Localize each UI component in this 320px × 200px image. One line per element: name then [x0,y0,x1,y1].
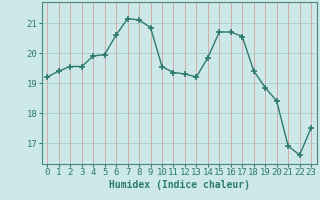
X-axis label: Humidex (Indice chaleur): Humidex (Indice chaleur) [109,180,250,190]
